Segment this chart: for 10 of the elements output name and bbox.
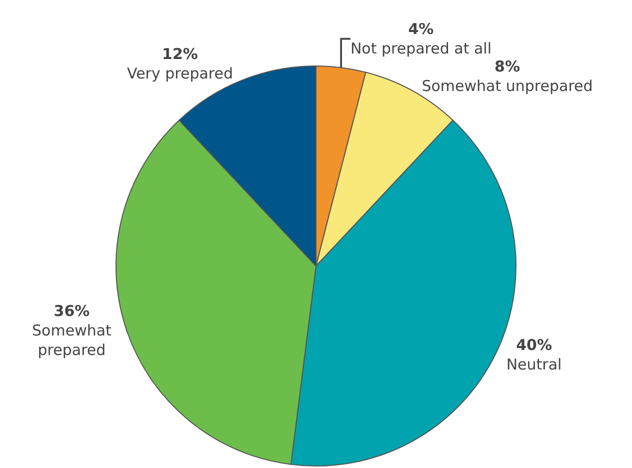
slice-label: Somewhat prepared — [32, 322, 112, 360]
data-label: 4% — [408, 20, 434, 38]
slice-label: Somewhat unprepared — [422, 77, 593, 96]
data-label: 36% — [54, 302, 90, 320]
slice-label: Very prepared — [126, 64, 233, 83]
data-label: 40% — [516, 336, 552, 354]
slice-label: Neutral — [506, 355, 562, 374]
slice-label: Not prepared at all — [350, 40, 492, 58]
data-label: 8% — [494, 58, 520, 76]
data-label: 12% — [162, 45, 198, 64]
